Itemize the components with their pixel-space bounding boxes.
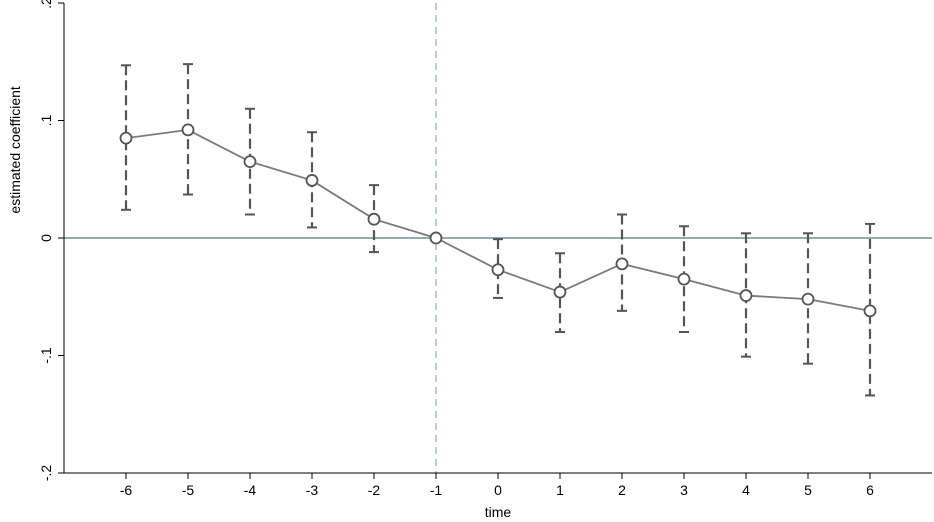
data-point (181, 123, 195, 137)
x-tick-label: 6 (866, 482, 874, 498)
x-tick-label: -4 (244, 482, 257, 498)
data-point (677, 272, 691, 286)
x-tick-label: 2 (618, 482, 626, 498)
data-point (243, 155, 257, 169)
y-axis-label: estimated coefficient (7, 86, 23, 213)
y-tick-label: -.1 (38, 347, 54, 364)
x-tick-label: 1 (556, 482, 564, 498)
error-bars-layer (121, 63, 875, 397)
data-point (553, 285, 567, 299)
data-point (367, 212, 381, 226)
y-tick-label: 0 (38, 234, 54, 242)
reference-lines-layer (64, 3, 932, 473)
data-point (305, 174, 319, 187)
x-tick-label: 3 (680, 482, 688, 498)
x-tick-label: -2 (368, 482, 381, 498)
data-point (739, 289, 753, 302)
data-point (863, 304, 877, 318)
x-tick-label: -1 (430, 482, 443, 498)
data-point (119, 131, 133, 145)
x-tick-label: -6 (120, 482, 133, 498)
points-layer (119, 123, 877, 318)
data-point (491, 263, 505, 277)
x-tick-label: -3 (306, 482, 319, 498)
series-line-layer (125, 128, 871, 312)
data-point (429, 231, 443, 245)
y-tick-label: .2 (38, 0, 54, 9)
x-tick-label: 5 (804, 482, 812, 498)
x-axis-label: time (485, 504, 512, 520)
x-tick-label: -5 (182, 482, 195, 498)
series-line (125, 128, 871, 312)
data-point (801, 292, 815, 306)
y-tick-label: .1 (38, 114, 54, 126)
x-tick-label: 0 (494, 482, 502, 498)
x-tick-label: 4 (742, 482, 750, 498)
axes-layer: -.2 -.1 0 .1 .2 -6 -5 -4 -3 -2 -1 0 1 2 3 4 5 6 (38, 0, 932, 498)
data-point (615, 257, 629, 271)
y-tick-label: -.2 (38, 465, 54, 482)
